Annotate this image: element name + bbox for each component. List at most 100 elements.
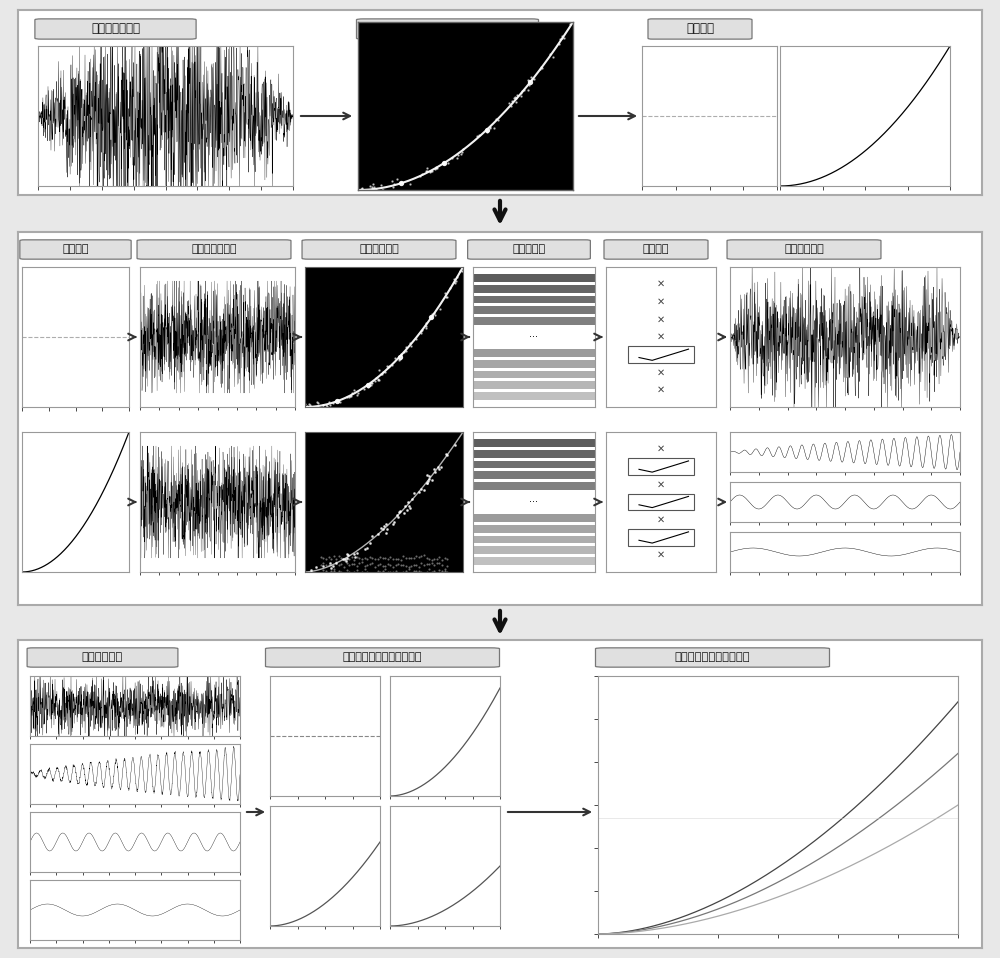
Point — [423, 309, 439, 325]
Point — [370, 552, 386, 567]
Point — [414, 167, 430, 182]
Point — [556, 31, 572, 46]
Point — [346, 382, 362, 398]
Point — [318, 563, 334, 579]
Point — [321, 550, 337, 565]
Bar — [473, 514, 595, 522]
Point — [373, 367, 389, 382]
Point — [524, 72, 540, 87]
Point — [357, 541, 373, 557]
Point — [447, 438, 463, 453]
Point — [335, 552, 351, 567]
Point — [375, 563, 391, 579]
Point — [552, 32, 568, 47]
Point — [391, 505, 407, 520]
Point — [326, 563, 342, 579]
Text: ✕: ✕ — [657, 279, 665, 288]
FancyBboxPatch shape — [137, 240, 291, 260]
Point — [392, 349, 408, 364]
Point — [384, 357, 400, 373]
Point — [393, 348, 409, 363]
Point — [367, 559, 383, 575]
Point — [346, 553, 362, 568]
Point — [389, 507, 405, 522]
Point — [416, 558, 432, 573]
Point — [373, 178, 389, 194]
Point — [419, 475, 435, 490]
Text: 频率趋势: 频率趋势 — [62, 244, 89, 255]
Point — [381, 358, 397, 374]
Point — [388, 552, 404, 567]
Point — [331, 563, 347, 579]
Text: 频率趋势: 频率趋势 — [686, 22, 714, 35]
Point — [421, 561, 437, 577]
Point — [433, 459, 449, 474]
Point — [424, 556, 440, 571]
Point — [393, 175, 409, 191]
Point — [360, 379, 376, 395]
Point — [303, 564, 319, 580]
Point — [354, 555, 370, 570]
Point — [513, 88, 529, 103]
Point — [353, 181, 369, 196]
Point — [331, 558, 347, 573]
Point — [333, 551, 349, 566]
Point — [479, 125, 495, 140]
Point — [343, 389, 359, 404]
Point — [427, 161, 443, 176]
Point — [395, 564, 411, 580]
Point — [303, 562, 319, 578]
Point — [403, 566, 419, 582]
Point — [403, 338, 419, 354]
Point — [402, 335, 418, 351]
Point — [393, 552, 409, 567]
Point — [413, 564, 429, 580]
Point — [390, 509, 406, 524]
Point — [377, 551, 393, 566]
Point — [374, 182, 390, 197]
Point — [521, 78, 537, 93]
Point — [419, 551, 435, 566]
Bar — [473, 471, 595, 479]
Point — [418, 318, 434, 333]
Point — [328, 551, 344, 566]
Point — [419, 475, 435, 490]
Point — [315, 556, 331, 571]
Point — [446, 274, 462, 289]
Text: 角域重采样信号: 角域重采样信号 — [191, 244, 237, 255]
Point — [302, 397, 318, 412]
Point — [448, 274, 464, 289]
Bar — [473, 317, 595, 325]
Point — [299, 399, 315, 414]
Point — [382, 564, 398, 580]
Point — [542, 47, 558, 62]
Point — [300, 399, 316, 415]
Point — [339, 551, 355, 566]
Point — [323, 560, 339, 576]
Point — [326, 548, 342, 563]
Point — [513, 85, 529, 101]
Bar — [473, 557, 595, 564]
Point — [351, 550, 367, 565]
Point — [385, 516, 401, 532]
Point — [382, 550, 398, 565]
Point — [401, 498, 417, 513]
Point — [413, 324, 429, 339]
Point — [326, 560, 342, 576]
Point — [522, 75, 538, 90]
Point — [362, 535, 378, 550]
Point — [486, 120, 502, 135]
Point — [313, 558, 329, 573]
Point — [431, 562, 447, 578]
Bar — [473, 349, 595, 357]
Point — [436, 155, 452, 171]
Point — [454, 144, 470, 159]
Point — [509, 87, 525, 103]
Point — [377, 561, 393, 577]
Point — [370, 527, 386, 542]
Point — [397, 498, 413, 513]
FancyBboxPatch shape — [648, 19, 752, 39]
FancyBboxPatch shape — [266, 648, 500, 667]
Point — [322, 556, 338, 571]
Point — [421, 557, 437, 572]
